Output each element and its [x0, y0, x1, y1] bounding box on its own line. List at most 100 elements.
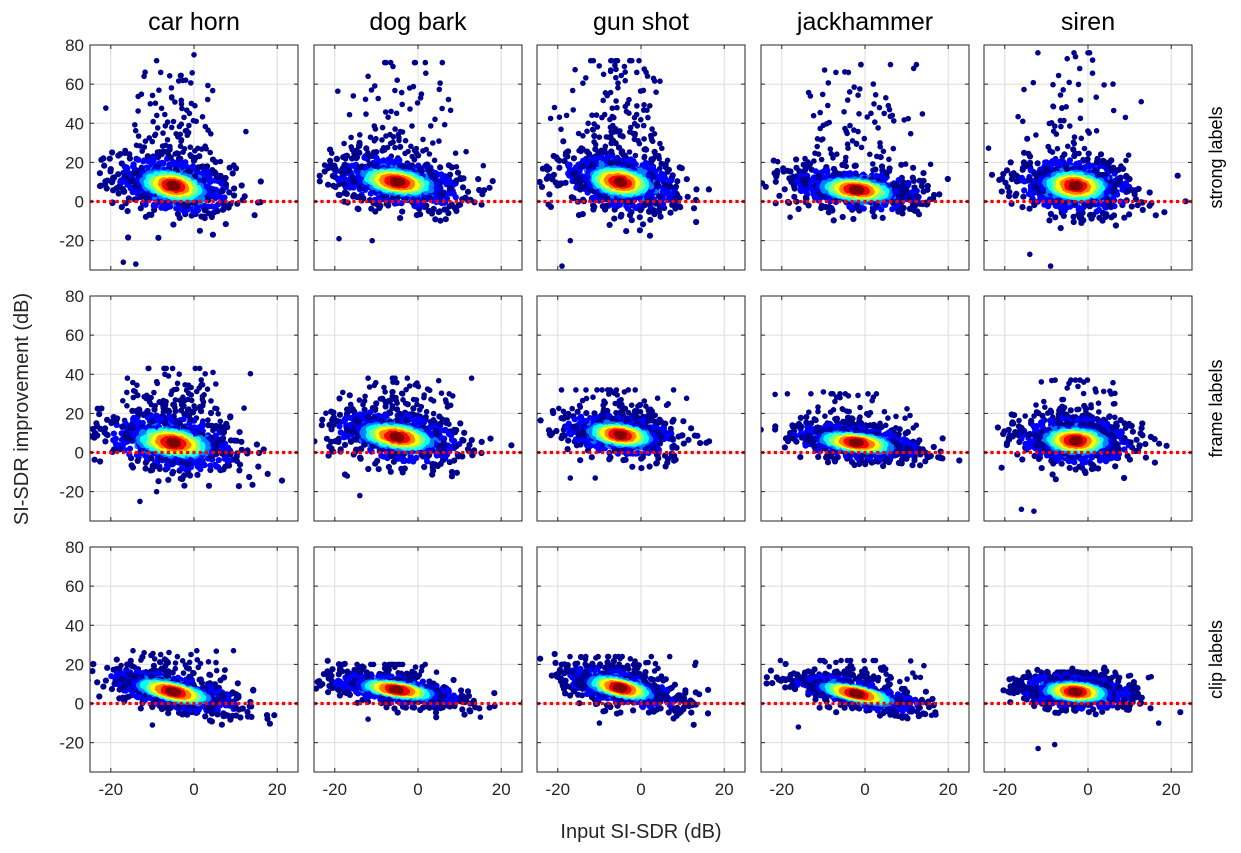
data-point — [656, 156, 662, 162]
data-point — [570, 88, 576, 94]
data-point — [481, 163, 487, 169]
data-point — [558, 127, 564, 133]
data-point — [130, 189, 136, 195]
data-point — [854, 141, 860, 147]
data-point — [354, 194, 360, 200]
data-point — [227, 165, 233, 171]
data-point — [615, 158, 622, 165]
data-point — [647, 217, 653, 223]
data-point — [182, 146, 188, 152]
data-point — [226, 205, 232, 211]
data-point — [176, 156, 182, 162]
data-point — [475, 176, 481, 182]
column-title: jackhammer — [796, 8, 933, 36]
data-point — [648, 156, 654, 162]
data-point — [643, 147, 649, 153]
data-point — [677, 164, 683, 170]
data-point — [625, 101, 631, 107]
data-point — [442, 122, 448, 128]
data-point — [205, 97, 211, 103]
data-point — [415, 152, 421, 158]
data-point — [580, 146, 586, 152]
data-point — [886, 103, 892, 109]
data-point — [363, 97, 369, 103]
data-point — [841, 109, 847, 115]
data-point — [394, 77, 400, 83]
y-tick-label: 20 — [65, 153, 84, 172]
data-point — [591, 121, 597, 127]
column-title: siren — [1061, 8, 1115, 36]
data-point — [578, 163, 585, 170]
data-point — [173, 161, 179, 167]
data-point — [396, 132, 402, 138]
data-point — [638, 117, 644, 123]
data-point — [685, 194, 691, 200]
y-tick-label: 60 — [65, 75, 84, 94]
data-point — [233, 165, 239, 171]
data-point — [691, 205, 697, 211]
data-point — [141, 74, 147, 80]
data-point — [921, 188, 927, 194]
data-point — [878, 154, 884, 160]
data-point — [363, 111, 369, 117]
data-point — [603, 90, 609, 96]
data-point — [153, 100, 159, 106]
data-point — [684, 176, 690, 182]
data-point — [548, 204, 554, 210]
data-point — [862, 136, 868, 142]
data-point — [693, 186, 699, 192]
data-point — [635, 138, 641, 144]
data-point — [383, 133, 389, 139]
data-point — [186, 130, 192, 136]
data-point — [213, 194, 219, 200]
data-point — [385, 145, 391, 151]
data-point — [376, 205, 382, 211]
data-point — [872, 119, 878, 125]
data-point — [864, 114, 870, 120]
data-point — [611, 216, 617, 222]
data-point — [460, 184, 466, 190]
data-point — [651, 76, 657, 82]
data-point — [436, 209, 442, 215]
data-point — [553, 154, 559, 160]
data-point — [423, 202, 430, 209]
data-point — [391, 134, 397, 140]
data-point — [423, 70, 429, 76]
data-point — [637, 227, 643, 233]
data-point — [584, 129, 590, 135]
data-point — [839, 162, 845, 168]
data-point — [392, 126, 398, 132]
data-point — [341, 181, 348, 188]
data-point — [143, 194, 150, 201]
data-point — [412, 60, 418, 66]
data-point — [115, 171, 121, 177]
data-point — [239, 182, 245, 188]
data-point — [463, 149, 469, 155]
data-point — [561, 158, 567, 164]
data-point — [601, 72, 607, 78]
data-point — [673, 184, 679, 190]
data-point — [867, 152, 873, 158]
data-point — [842, 126, 848, 132]
data-point — [570, 107, 576, 113]
data-point — [560, 138, 566, 144]
data-point — [640, 221, 646, 227]
y-tick-label: 0 — [75, 193, 84, 212]
data-point — [585, 121, 591, 127]
data-point — [653, 89, 659, 95]
data-point — [822, 67, 828, 73]
data-point — [192, 156, 198, 162]
data-point — [109, 149, 115, 155]
data-point — [840, 214, 846, 220]
data-point — [373, 149, 379, 155]
data-point — [335, 177, 341, 183]
data-point — [203, 124, 209, 130]
data-point — [607, 222, 613, 228]
data-point — [363, 145, 369, 151]
data-point — [167, 73, 173, 79]
data-point — [652, 149, 658, 155]
data-point — [184, 107, 190, 113]
data-point — [208, 131, 214, 137]
data-point — [341, 162, 348, 169]
